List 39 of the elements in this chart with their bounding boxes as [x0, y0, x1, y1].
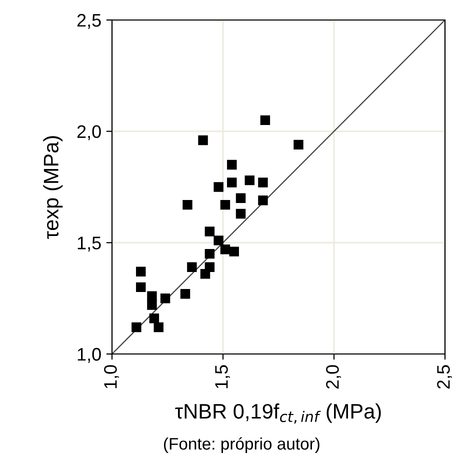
x-tick-label: 2,5: [437, 365, 452, 389]
point: [244, 175, 254, 186]
point: [227, 160, 237, 170]
y-axis-title: τexp (MPa): [43, 136, 63, 239]
point: [258, 196, 268, 206]
point: [227, 178, 237, 188]
point: [147, 300, 157, 310]
x-tick-label: 2,0: [326, 365, 341, 389]
x-axis-title: τNBR 0,19f$_{ct,inf}$ (MPa): [175, 403, 381, 424]
point: [182, 200, 192, 210]
point: [294, 140, 304, 150]
point: [160, 293, 170, 304]
point: [214, 236, 224, 246]
point: [204, 262, 215, 272]
point: [147, 291, 157, 301]
point: [258, 178, 268, 188]
point: [198, 135, 208, 146]
point: [236, 208, 246, 219]
point: [204, 226, 215, 236]
point: [149, 314, 160, 324]
y-tick-label: 2,0: [77, 125, 101, 140]
y-tick-label: 2,5: [77, 14, 101, 29]
point: [204, 248, 215, 259]
point: [260, 115, 270, 126]
point: [180, 289, 190, 299]
point: [136, 266, 146, 276]
point: [136, 282, 146, 292]
point: [132, 322, 142, 332]
point: [236, 193, 246, 203]
point: [229, 246, 239, 256]
point: [220, 200, 230, 210]
point: [187, 262, 197, 272]
x-tick-label: 1,5: [215, 365, 230, 388]
point: [154, 322, 164, 332]
point: [214, 182, 224, 192]
x-tick-label: 1,0: [104, 365, 119, 388]
text: (Fonte: próprio autor): [164, 437, 320, 453]
y-tick-label: 1,0: [78, 348, 101, 363]
y-tick-label: 1,5: [78, 236, 101, 252]
